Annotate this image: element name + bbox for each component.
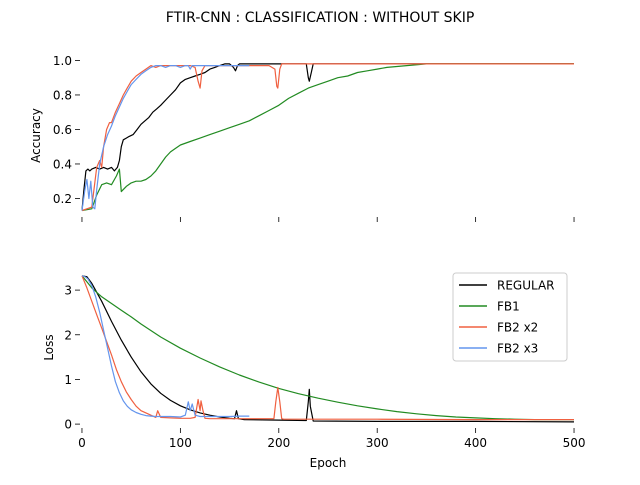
loss-xtick-label-3: 300 — [366, 436, 389, 450]
legend-label-fb2-x3: FB2 x3 — [497, 342, 538, 356]
loss-series-fb2-x2 — [81, 275, 574, 421]
accuracy-series-fb2-x3 — [81, 64, 250, 211]
legend-label-fb1: FB1 — [497, 300, 520, 314]
loss-ytick-label-1: 1 — [64, 373, 72, 387]
loss-xtick-label-4: 400 — [464, 436, 487, 450]
accuracy-ytick-label-3: 0.8 — [53, 88, 72, 102]
loss-ytick-label-3: 3 — [64, 284, 72, 298]
loss-xtick-label-5: 500 — [563, 436, 586, 450]
loss-xtick-label-1: 100 — [169, 436, 192, 450]
legend-box — [452, 272, 568, 362]
accuracy-series-regular — [81, 63, 574, 211]
legend-label-regular: REGULAR — [497, 279, 555, 293]
loss-ylabel: Loss — [42, 334, 56, 360]
accuracy-ytick-label-1: 0.4 — [53, 157, 72, 171]
loss-xtick-label-2: 200 — [267, 436, 290, 450]
accuracy-ytick-label-0: 0.2 — [53, 192, 72, 206]
accuracy-ytick-label-2: 0.6 — [53, 123, 72, 137]
loss-series-fb1 — [81, 275, 574, 421]
accuracy-series-fb1 — [81, 63, 574, 212]
legend-label-fb2-x2: FB2 x2 — [497, 321, 538, 335]
accuracy-ytick-label-4: 1.0 — [53, 54, 72, 68]
chart-title: FTIR-CNN : CLASSIFICATION : WITHOUT SKIP — [166, 10, 475, 26]
accuracy-ylabel: Accuracy — [29, 108, 43, 163]
loss-ytick-label-0: 0 — [64, 418, 72, 432]
accuracy-series-fb2-x2 — [81, 63, 574, 212]
loss-series-fb2-x3 — [81, 275, 250, 418]
loss-xtick-label-0: 0 — [78, 436, 86, 450]
x-axis-label: Epoch — [310, 456, 347, 470]
loss-ytick-label-2: 2 — [64, 328, 72, 342]
